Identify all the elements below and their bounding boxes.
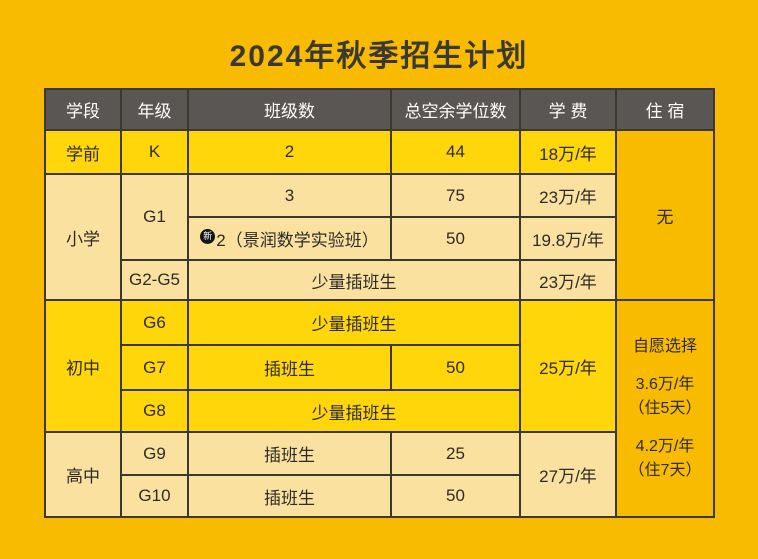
cell-grade-g9: G9	[120, 431, 189, 476]
col-header-seats: 总空余学位数	[390, 88, 521, 131]
table-row: G7 插班生 50	[45, 344, 714, 391]
boarding-option2-note: （住7天）	[628, 461, 702, 479]
cell-boarding-choice: 自愿选择 3.6万/年 （住5天） 4.2万/年 （住7天）	[615, 299, 715, 518]
cell-g6-note: 少量插班生	[187, 299, 521, 346]
col-header-boarding: 住 宿	[615, 88, 715, 131]
cell-stage-high: 高中	[44, 431, 122, 518]
col-header-stage: 学段	[44, 88, 122, 131]
table-row: G2-G5 少量插班生 23万/年	[45, 259, 714, 301]
col-header-tuition: 学 费	[519, 88, 617, 131]
cell-middle-tuition: 25万/年	[519, 299, 617, 433]
table-row: 新 2（景润数学实验班） 50 19.8万/年	[45, 216, 714, 261]
cell-g1b-classes: 新 2（景润数学实验班）	[187, 216, 392, 261]
cell-g1a-classes: 3	[187, 173, 392, 218]
table-row: 小学 G1 3 75 23万/年	[44, 173, 714, 301]
cell-g2-g5-tuition: 23万/年	[519, 259, 617, 301]
cell-g1a-seats: 75	[390, 173, 521, 218]
spacer	[619, 359, 711, 373]
new-badge-icon: 新	[200, 229, 216, 244]
cell-g9-seats: 25	[390, 431, 521, 476]
table-row: 高中 G9 插班生 25 27万/年	[44, 431, 714, 518]
table-row: G10 插班生 50	[45, 474, 714, 518]
cell-boarding-none: 无	[615, 129, 715, 301]
boarding-option2-price: 4.2万/年	[635, 437, 695, 455]
col-header-grade: 年级	[120, 88, 189, 131]
col-header-classes: 班级数	[187, 88, 392, 131]
cell-g2-g5-note: 少量插班生	[187, 259, 521, 301]
cell-g1a-tuition: 23万/年	[519, 173, 617, 218]
cell-g9-classes: 插班生	[187, 431, 392, 476]
cell-g8-note: 少量插班生	[187, 389, 521, 433]
table-row: G8 少量插班生	[45, 389, 714, 433]
cell-g10-seats: 50	[390, 474, 521, 518]
page-title: 2024年秋季招生计划	[229, 40, 529, 73]
table-row: 学前 K 2 44 18万/年 无	[44, 129, 715, 301]
spacer	[619, 421, 711, 435]
cell-k-classes: 2	[187, 129, 392, 175]
cell-stage-preschool: 学前	[44, 129, 122, 175]
cell-g10-classes: 插班生	[187, 474, 392, 518]
cell-k-tuition: 18万/年	[519, 129, 617, 175]
boarding-choice-title: 自愿选择	[632, 337, 697, 355]
cell-grade-g2-g5: G2-G5	[120, 259, 189, 301]
cell-k-seats: 44	[390, 129, 521, 175]
cell-grade-g8: G8	[120, 389, 189, 433]
cell-g1b-tuition: 19.8万/年	[519, 216, 617, 261]
experiment-class-label: 2（景润数学实验班）	[216, 231, 379, 250]
header-row: 学段 年级 班级数 总空余学位数 学 费 住 宿	[44, 88, 715, 131]
cell-high-tuition: 27万/年	[519, 431, 617, 518]
cell-grade-g7: G7	[120, 344, 189, 391]
boarding-choice-block: 自愿选择 3.6万/年 （住5天） 4.2万/年 （住7天）	[619, 335, 711, 483]
cell-grade-g1: G1	[120, 173, 189, 261]
cell-stage-middle: 初中	[44, 299, 122, 433]
boarding-option1-price: 3.6万/年	[635, 375, 695, 393]
cell-g7-seats: 50	[390, 344, 521, 391]
enrollment-table: 学段 年级 班级数 总空余学位数 学 费 住 宿 学前 K 2 44 18万/年…	[44, 88, 715, 518]
cell-grade-k: K	[120, 129, 189, 175]
boarding-option1-note: （住5天）	[628, 399, 702, 417]
cell-stage-primary: 小学	[44, 173, 122, 301]
cell-g1b-seats: 50	[390, 216, 521, 261]
cell-grade-g10: G10	[120, 474, 189, 518]
cell-grade-g6: G6	[120, 299, 189, 346]
table-row: 初中 G6 少量插班生 25万/年 自愿选择 3.6万/年 （住5天） 4.2万…	[44, 299, 715, 518]
cell-g7-classes: 插班生	[187, 344, 392, 391]
